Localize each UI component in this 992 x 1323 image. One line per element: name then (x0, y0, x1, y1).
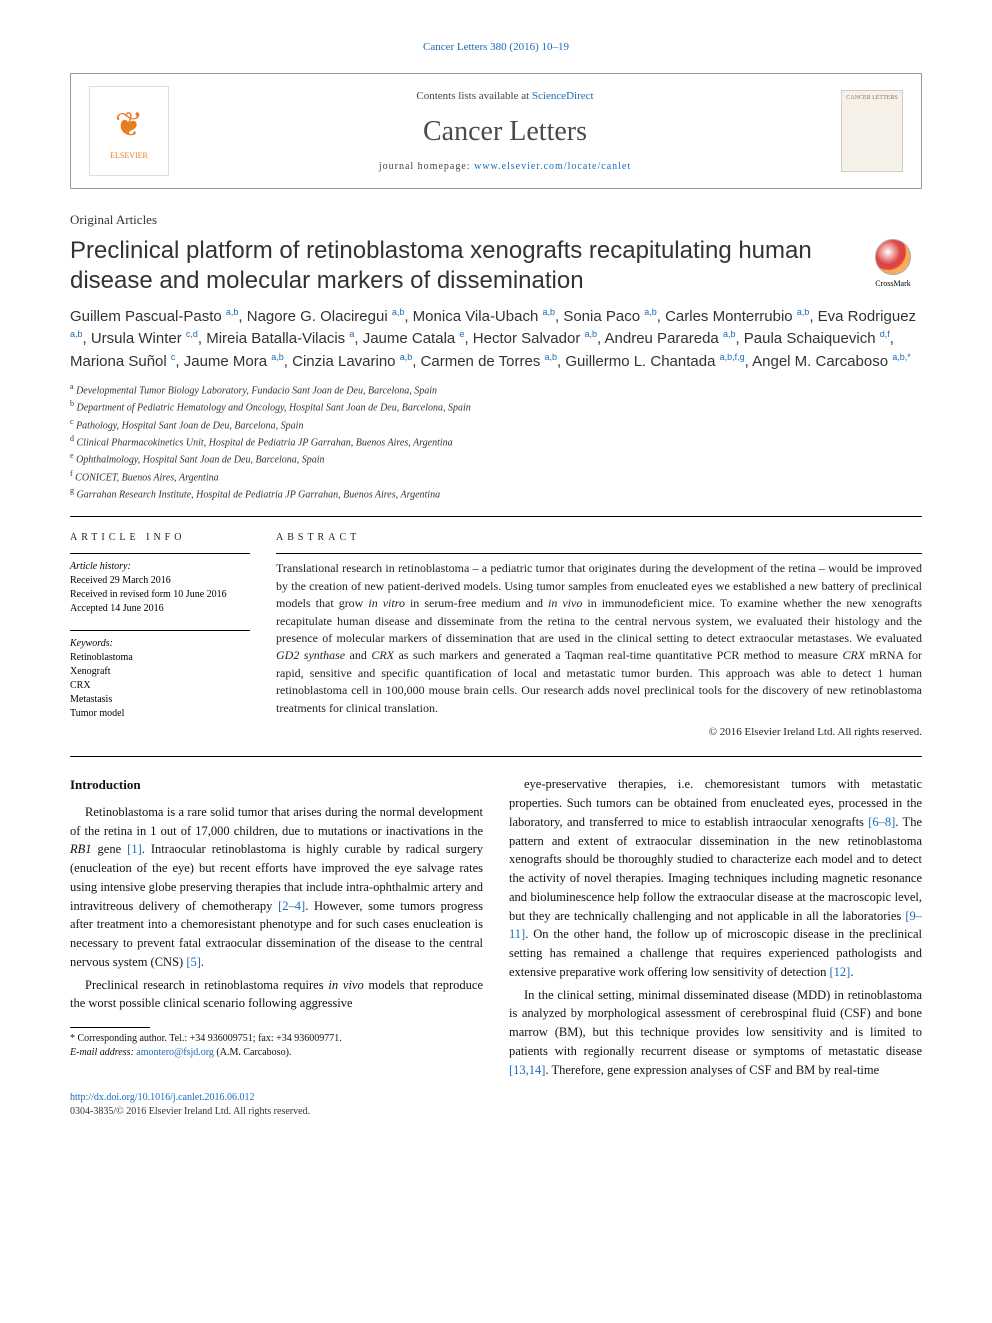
contents-prefix: Contents lists available at (416, 90, 531, 102)
journal-header: ❦ ELSEVIER Contents lists available at S… (70, 73, 922, 189)
section-divider (70, 516, 922, 517)
history-line: Received 29 March 2016 (70, 574, 250, 588)
article-body: Introduction Retinoblastoma is a rare so… (70, 775, 922, 1079)
elsevier-tree-icon: ❦ (115, 102, 144, 150)
keyword: Xenograft (70, 665, 250, 679)
homepage-link[interactable]: www.elsevier.com/locate/canlet (474, 161, 631, 172)
journal-title: Cancer Letters (187, 112, 823, 151)
abstract-block: ABSTRACT Translational research in retin… (276, 531, 922, 740)
journal-reference: Cancer Letters 380 (2016) 10–19 (70, 40, 922, 55)
contents-lists-line: Contents lists available at ScienceDirec… (187, 89, 823, 104)
corr-email-name: (A.M. Carcaboso). (216, 1047, 291, 1058)
authors-list: Guillem Pascual-Pasto a,b, Nagore G. Ola… (70, 306, 922, 374)
history-line: Received in revised form 10 June 2016 (70, 588, 250, 602)
elsevier-logo: ❦ ELSEVIER (89, 86, 169, 176)
sciencedirect-link[interactable]: ScienceDirect (532, 90, 594, 102)
email-label: E-mail address: (70, 1047, 134, 1058)
history-label: Article history: (70, 560, 250, 574)
crossmark-badge[interactable]: CrossMark (864, 236, 922, 294)
intro-heading: Introduction (70, 775, 483, 795)
cover-text: CANCER LETTERS (846, 95, 898, 102)
abstract-copyright: © 2016 Elsevier Ireland Ltd. All rights … (276, 725, 922, 740)
article-info-head: ARTICLE INFO (70, 531, 250, 545)
crossmark-label: CrossMark (875, 278, 911, 289)
crossmark-icon (875, 239, 911, 275)
keywords-block: Keywords: Retinoblastoma Xenograft CRX M… (70, 630, 250, 721)
doi-link[interactable]: http://dx.doi.org/10.1016/j.canlet.2016.… (70, 1092, 255, 1103)
body-paragraph: In the clinical setting, minimal dissemi… (509, 986, 922, 1080)
article-title: Preclinical platform of retinoblastoma x… (70, 236, 848, 296)
journal-homepage-line: journal homepage: www.elsevier.com/locat… (187, 160, 823, 174)
affiliations-list: a Developmental Tumor Biology Laboratory… (70, 381, 922, 502)
keyword: Tumor model (70, 707, 250, 721)
abstract-text: Translational research in retinoblastoma… (276, 553, 922, 717)
footnote-separator (70, 1027, 150, 1028)
elsevier-label: ELSEVIER (110, 150, 148, 161)
body-paragraph: Retinoblastoma is a rare solid tumor tha… (70, 803, 483, 972)
doi-line: http://dx.doi.org/10.1016/j.canlet.2016.… (70, 1091, 922, 1105)
corr-author-line: * Corresponding author. Tel.: +34 936009… (70, 1032, 483, 1046)
homepage-prefix: journal homepage: (379, 161, 474, 172)
article-info-sidebar: ARTICLE INFO Article history: Received 2… (70, 531, 250, 740)
keywords-label: Keywords: (70, 637, 250, 651)
keyword: Retinoblastoma (70, 651, 250, 665)
section-divider (70, 756, 922, 757)
keyword: CRX (70, 679, 250, 693)
abstract-head: ABSTRACT (276, 531, 922, 545)
keyword: Metastasis (70, 693, 250, 707)
history-line: Accepted 14 June 2016 (70, 602, 250, 616)
corr-email-link[interactable]: amontero@fsjd.org (136, 1047, 214, 1058)
article-type: Original Articles (70, 211, 922, 229)
article-history-block: Article history: Received 29 March 2016 … (70, 553, 250, 616)
journal-cover-thumb: CANCER LETTERS (841, 90, 903, 172)
issn-copyright-line: 0304-3835/© 2016 Elsevier Ireland Ltd. A… (70, 1105, 922, 1119)
corresponding-author-footnote: * Corresponding author. Tel.: +34 936009… (70, 1032, 483, 1060)
body-paragraph: Preclinical research in retinoblastoma r… (70, 976, 483, 1014)
header-center: Contents lists available at ScienceDirec… (187, 89, 823, 174)
body-paragraph: eye-preservative therapies, i.e. chemore… (509, 775, 922, 981)
